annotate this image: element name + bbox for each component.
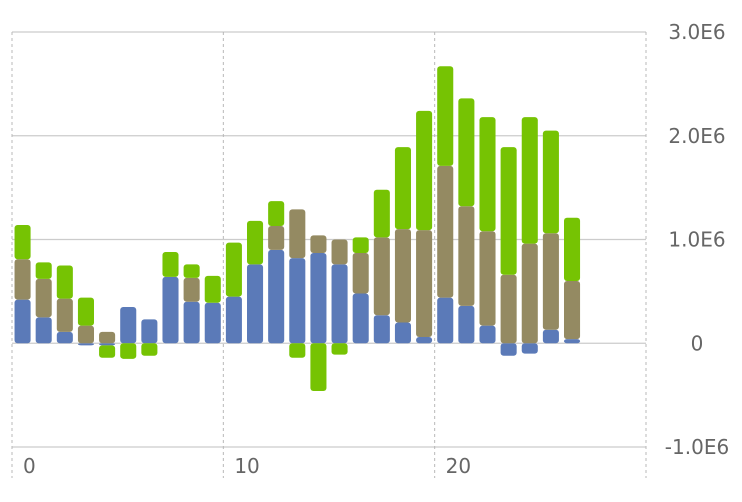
x-tick-label: 10 [234, 454, 259, 478]
bar-segment [120, 306, 137, 344]
bar-segment [204, 275, 221, 303]
bar-segment [437, 165, 454, 298]
bar-segment [458, 206, 475, 306]
bar-segment [35, 262, 52, 279]
bar-segment [99, 343, 116, 346]
bar-segment [77, 297, 94, 326]
bar-segment [437, 297, 454, 344]
bar-segment [14, 259, 31, 300]
x-tick-label: 0 [23, 454, 36, 478]
bar-segment [268, 201, 285, 227]
bar-segment [373, 315, 390, 344]
bar-segment [35, 317, 52, 344]
bar-segment [77, 325, 94, 344]
y-tick-label: 3.0E6 [668, 20, 725, 44]
bar-segment [183, 277, 200, 302]
bar-segment [564, 217, 581, 281]
bar-segment [225, 296, 242, 344]
bar-segment [521, 343, 538, 354]
bar-segment [183, 264, 200, 278]
bar-segment [289, 258, 306, 344]
bar-layer [14, 66, 581, 391]
bar-segment [268, 226, 285, 250]
bar-segment [56, 298, 73, 332]
bar-segment [162, 251, 179, 277]
bar-segment [120, 343, 137, 359]
bar-segment [437, 66, 454, 166]
y-tick-label: 0 [691, 331, 704, 355]
bar-segment [373, 237, 390, 316]
bar-segment [310, 252, 327, 344]
bar-segment [373, 189, 390, 238]
bar-segment [500, 147, 517, 275]
bar-segment [352, 252, 369, 294]
bar-segment [14, 299, 31, 344]
bar-segment [162, 276, 179, 344]
bar-segment [77, 343, 94, 346]
bar-segment [479, 325, 496, 344]
bar-segment [56, 331, 73, 344]
bar-segment [500, 343, 517, 356]
bar-segment [268, 249, 285, 344]
bar-segment [458, 98, 475, 207]
bar-segment [204, 302, 221, 344]
y-tick-label: 1.0E6 [668, 228, 725, 252]
bar-segment [99, 345, 116, 358]
bar-segment [35, 278, 52, 318]
bar-segment [141, 343, 158, 356]
bar-segment [352, 293, 369, 344]
bar-segment [521, 117, 538, 244]
bar-segment [352, 237, 369, 253]
grid-layer [11, 31, 647, 478]
bar-segment [394, 147, 411, 230]
bar-segment [247, 220, 264, 265]
bar-segment [394, 322, 411, 344]
bar-segment [564, 281, 581, 340]
bar-segment [310, 343, 327, 391]
bar-segment [14, 224, 31, 260]
bar-segment [500, 274, 517, 344]
bar-segment [310, 235, 327, 253]
y-tick-label: 2.0E6 [668, 124, 725, 148]
bar-segment [289, 209, 306, 259]
y-tick-label: -1.0E6 [665, 435, 729, 459]
bar-segment [99, 331, 116, 344]
bar-segment [225, 242, 242, 297]
bar-segment [542, 130, 559, 234]
x-tick-label: 20 [446, 454, 471, 478]
bar-segment [331, 239, 348, 265]
bar-segment [289, 343, 306, 358]
bar-segment [56, 265, 73, 299]
y-axis-ticks: 3.0E6 2.0E6 1.0E6 0 -1.0E6 [665, 20, 729, 459]
bar-segment [521, 243, 538, 344]
bar-segment [183, 301, 200, 344]
bar-segment [331, 343, 348, 355]
bar-segment [394, 229, 411, 323]
bar-segment [479, 231, 496, 326]
bar-segment [416, 337, 433, 344]
bar-segment [416, 110, 433, 231]
bar-segment [416, 230, 433, 338]
bar-segment [141, 319, 158, 344]
bar-segment [542, 233, 559, 330]
bar-segment [542, 329, 559, 344]
bar-segment [331, 264, 348, 344]
x-axis-ticks: 0 10 20 [23, 454, 471, 478]
bar-segment [564, 339, 581, 344]
bar-segment [247, 264, 264, 344]
bar-segment [458, 305, 475, 344]
bar-segment [479, 117, 496, 232]
